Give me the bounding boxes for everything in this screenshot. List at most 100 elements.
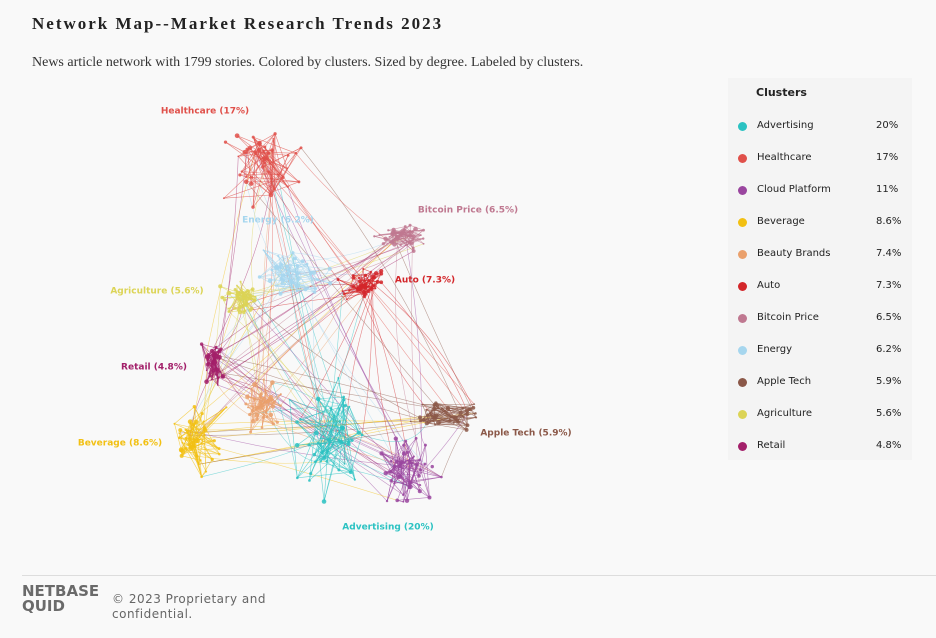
node <box>322 455 327 460</box>
edge <box>252 152 256 208</box>
edge <box>338 288 372 379</box>
edge <box>223 194 271 199</box>
node <box>320 450 324 455</box>
node <box>215 373 219 376</box>
node <box>184 428 187 431</box>
legend-name: Bitcoin Price <box>757 312 819 323</box>
node <box>394 459 400 464</box>
edge <box>213 354 445 411</box>
legend-name: Advertising <box>757 120 814 131</box>
node <box>359 284 362 287</box>
node <box>288 269 291 273</box>
legend-share: 7.3% <box>876 280 902 291</box>
node <box>284 283 287 286</box>
node <box>461 406 465 410</box>
node <box>453 415 458 421</box>
node <box>395 498 400 503</box>
edge <box>194 406 206 431</box>
node <box>271 422 276 426</box>
node <box>303 287 308 292</box>
node <box>366 289 371 294</box>
node <box>342 398 346 402</box>
edge <box>397 497 430 501</box>
node <box>258 405 264 410</box>
node <box>434 423 437 426</box>
node <box>411 249 416 253</box>
edge <box>276 267 311 275</box>
node <box>189 445 193 449</box>
node <box>319 460 322 463</box>
logo-bottom: QUID <box>22 597 65 615</box>
node <box>464 427 469 432</box>
node <box>422 242 425 245</box>
edge <box>255 151 296 154</box>
edge <box>250 419 258 433</box>
node <box>220 295 225 300</box>
node <box>392 464 397 469</box>
node <box>432 415 438 421</box>
node <box>403 225 407 228</box>
node <box>199 459 202 462</box>
node <box>194 432 198 435</box>
node <box>285 264 290 269</box>
edge <box>247 384 255 408</box>
edge <box>300 418 341 442</box>
legend-share: 5.6% <box>876 408 902 419</box>
edge <box>365 273 382 276</box>
node <box>286 167 289 170</box>
cluster-label: Advertising (20%) <box>342 523 433 533</box>
node <box>346 441 351 447</box>
node <box>208 372 211 375</box>
node <box>418 468 423 472</box>
node <box>448 418 452 423</box>
edge <box>247 290 260 409</box>
cluster-label: Healthcare (17%) <box>161 107 249 117</box>
edge <box>383 239 414 245</box>
edge <box>309 443 349 481</box>
node <box>251 135 255 139</box>
node <box>418 415 422 420</box>
edge <box>426 422 468 426</box>
node <box>270 380 275 385</box>
node <box>244 297 249 301</box>
node <box>408 484 413 490</box>
node <box>261 396 265 401</box>
edge <box>296 421 344 429</box>
node <box>218 358 221 361</box>
edge <box>297 406 350 479</box>
node <box>235 293 240 298</box>
node <box>343 462 346 465</box>
node <box>257 275 262 279</box>
node <box>407 229 413 235</box>
edge <box>425 445 430 498</box>
edge <box>247 396 268 402</box>
node <box>250 287 255 292</box>
node <box>419 484 422 487</box>
node <box>263 145 267 149</box>
node <box>250 418 256 424</box>
legend-share: 4.8% <box>876 440 902 451</box>
node <box>280 281 285 286</box>
edge <box>287 186 405 454</box>
edge <box>330 407 363 436</box>
node <box>407 459 412 464</box>
node <box>255 417 259 422</box>
edge <box>352 275 378 283</box>
edge <box>258 149 272 196</box>
edge <box>306 263 316 289</box>
node <box>369 270 373 274</box>
node <box>402 493 405 497</box>
edge <box>262 166 328 453</box>
node <box>193 446 196 449</box>
node <box>266 151 271 155</box>
node <box>267 278 273 283</box>
node <box>268 162 272 165</box>
edge <box>251 388 254 422</box>
edge <box>217 357 220 378</box>
node <box>272 400 276 404</box>
node <box>286 185 289 188</box>
edge <box>238 152 269 157</box>
node <box>381 242 385 246</box>
node <box>413 226 418 232</box>
node <box>205 369 208 372</box>
